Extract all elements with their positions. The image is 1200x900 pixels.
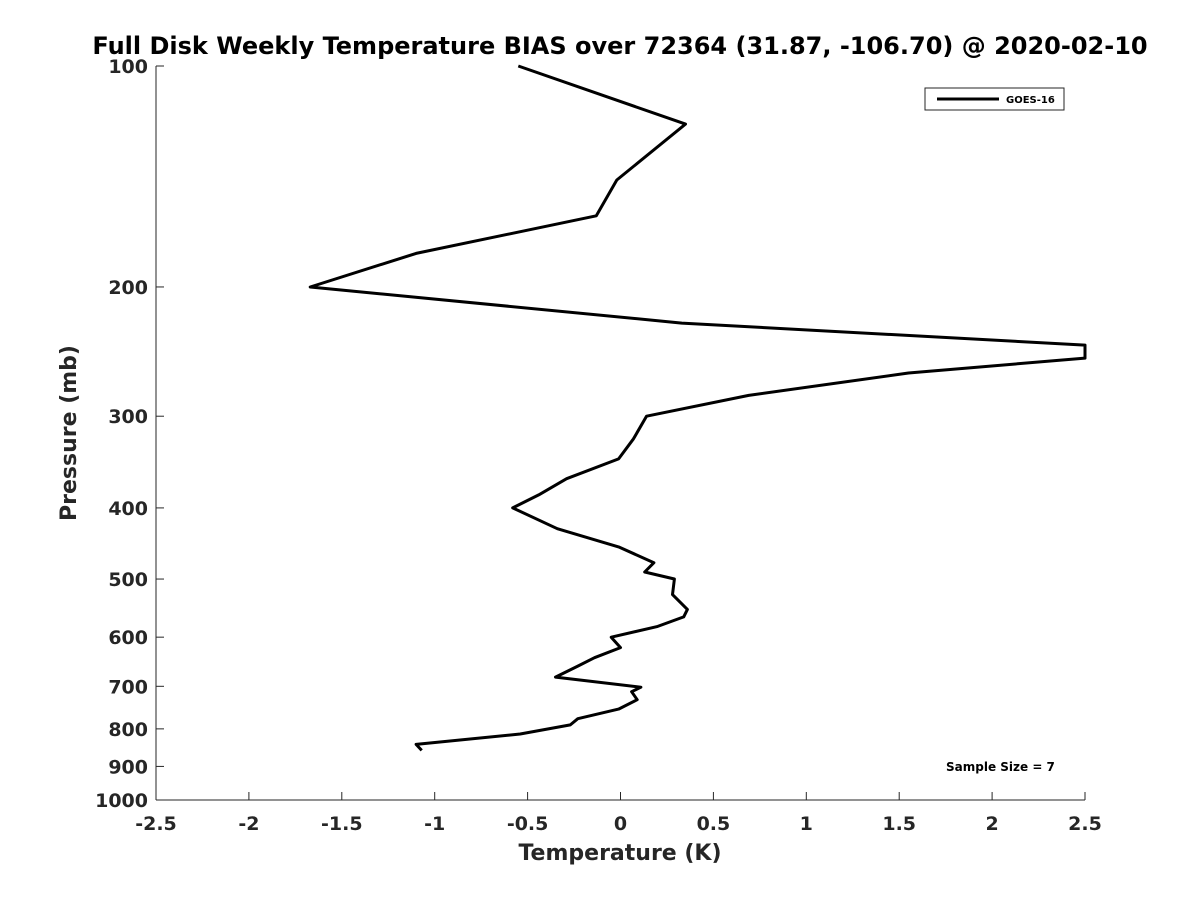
plot-area: -2.5 -2 -1.5 -1 -0.5 0 0.5 1 1.5 2 2.5 100 200 300 40…: [95, 56, 1102, 835]
y-tick-label: 500: [108, 569, 148, 591]
series-group: [308, 64, 1087, 752]
y-axis-title: Pressure (mb): [57, 345, 82, 521]
y-tick-label: 400: [108, 498, 148, 520]
y-tick-label: 900: [108, 756, 148, 778]
x-tick-label: 0.5: [697, 813, 731, 835]
x-tick-label: 1.5: [882, 813, 916, 835]
legend: GOES-16: [924, 87, 1065, 111]
x-tick-label: -0.5: [507, 813, 549, 835]
legend-label: GOES-16: [1006, 95, 1055, 106]
y-tick-label: 300: [108, 406, 148, 428]
series-line-goes-16: [308, 64, 1087, 752]
x-tick-label: -1.5: [321, 813, 363, 835]
x-tick-label: 0: [614, 813, 627, 835]
y-ticks: 100 200 300 400 500 600 700 800 900 1000: [95, 56, 164, 812]
y-tick-label: 100: [108, 56, 148, 78]
y-tick-label: 800: [108, 719, 148, 741]
sample-size-annotation: Sample Size = 7: [946, 760, 1055, 774]
y-tick-label: 200: [108, 277, 148, 299]
y-tick-label: 700: [108, 676, 148, 698]
chart-title: Full Disk Weekly Temperature BIAS over 7…: [92, 32, 1147, 60]
x-tick-label: -2: [238, 813, 259, 835]
x-tick-label: -1: [424, 813, 445, 835]
x-tick-label: 1: [800, 813, 813, 835]
x-ticks: -2.5 -2 -1.5 -1 -0.5 0 0.5 1 1.5 2 2.5: [135, 792, 1102, 835]
y-tick-label: 600: [108, 627, 148, 649]
y-tick-label: 1000: [95, 790, 148, 812]
x-tick-label: 2: [985, 813, 998, 835]
x-tick-label: 2.5: [1068, 813, 1102, 835]
x-tick-label: -2.5: [135, 813, 177, 835]
x-axis-title: Temperature (K): [518, 841, 721, 866]
